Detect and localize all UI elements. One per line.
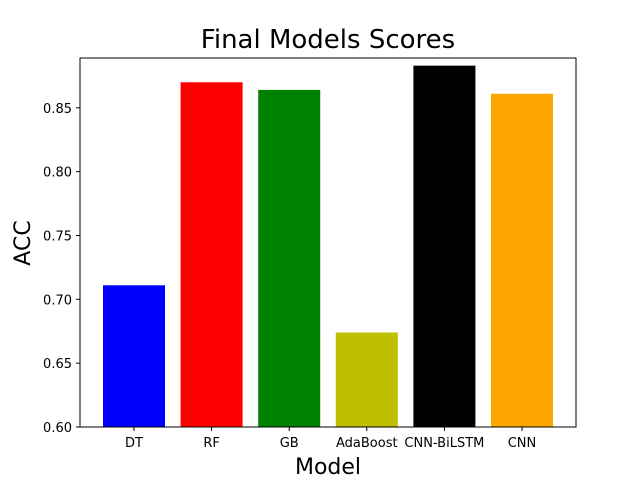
y-tick-label: 0.65 — [43, 357, 72, 372]
bar-rf — [180, 82, 243, 427]
y-tick-label: 0.85 — [43, 102, 72, 117]
x-tick-label: DT — [125, 436, 143, 451]
y-tick-label: 0.60 — [43, 421, 72, 436]
y-axis-label: ACC — [11, 220, 36, 265]
x-tick-label: RF — [203, 436, 220, 451]
bar-dt — [103, 285, 165, 427]
bar-cnn-bilstm — [413, 65, 476, 428]
y-tick-label: 0.80 — [43, 166, 72, 181]
x-tick-label: CNN — [508, 436, 537, 451]
ticks-layer: DT RF GB AdaBoost CNN-BiLSTM CNN 0.60 0.65 0.70 0… — [43, 102, 536, 451]
plot-frame — [79, 57, 577, 428]
x-tick-label: CNN-BiLSTM — [404, 436, 484, 451]
y-tick-label: 0.70 — [43, 293, 72, 308]
bar-gb — [258, 89, 321, 428]
x-tick-label: GB — [280, 436, 299, 451]
bar-adaboost — [335, 332, 398, 427]
chart-title: Final Models Scores — [201, 25, 455, 55]
x-axis-label: Model — [295, 455, 361, 480]
x-tick-label: AdaBoost — [336, 436, 398, 451]
bar-cnn — [491, 93, 553, 428]
y-tick-label: 0.75 — [43, 229, 72, 244]
bars-layer — [103, 65, 553, 428]
